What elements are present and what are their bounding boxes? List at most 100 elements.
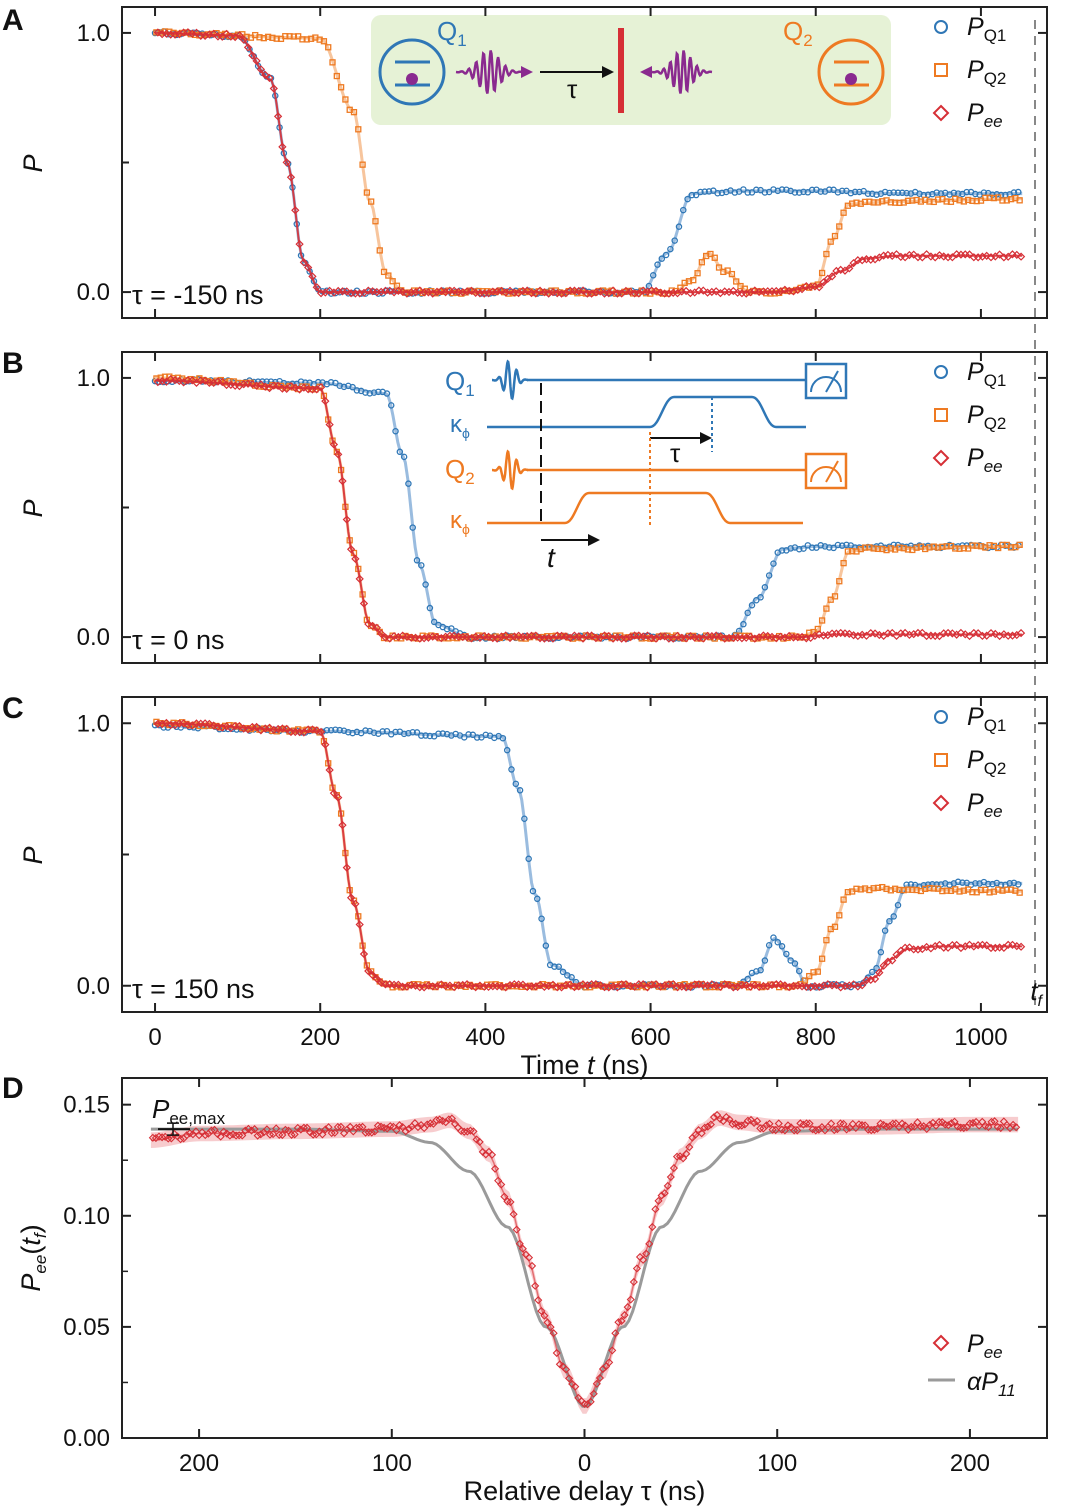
data-point bbox=[984, 880, 992, 888]
data-point bbox=[952, 545, 959, 552]
data-point bbox=[830, 1126, 839, 1135]
data-point bbox=[896, 544, 903, 551]
data-point bbox=[969, 889, 976, 896]
data-point bbox=[827, 238, 834, 245]
data-point bbox=[744, 609, 751, 617]
data-point bbox=[814, 625, 821, 633]
data-point bbox=[750, 634, 759, 643]
data-point bbox=[793, 285, 802, 295]
data-point bbox=[269, 1130, 278, 1139]
pq2-theory-line bbox=[155, 721, 1023, 988]
data-point bbox=[667, 245, 674, 253]
data-point bbox=[883, 546, 890, 554]
data-point bbox=[969, 942, 978, 951]
data-point bbox=[716, 632, 725, 641]
data-point bbox=[703, 981, 712, 990]
pee-max-label: Pee,max bbox=[152, 1094, 226, 1128]
data-point bbox=[705, 188, 713, 195]
data-point bbox=[733, 278, 740, 285]
data-point bbox=[377, 978, 386, 987]
data-point bbox=[325, 420, 334, 429]
data-point bbox=[952, 195, 959, 202]
kappa-q1-waveform bbox=[487, 395, 806, 429]
data-point bbox=[523, 286, 532, 295]
data-point bbox=[978, 252, 987, 261]
data-point bbox=[586, 1397, 595, 1406]
data-point bbox=[952, 940, 961, 950]
data-point bbox=[467, 286, 476, 295]
data-point bbox=[295, 240, 304, 249]
data-point bbox=[890, 913, 897, 920]
data-point bbox=[711, 254, 718, 261]
data-point bbox=[905, 943, 914, 952]
data-point bbox=[350, 108, 358, 116]
data-point bbox=[982, 251, 991, 260]
data-point bbox=[418, 562, 425, 569]
data-point bbox=[711, 287, 721, 296]
inset-b-kappa-q2-label: κϕ bbox=[450, 507, 470, 537]
data-point bbox=[900, 886, 907, 894]
data-point bbox=[552, 1348, 561, 1358]
data-point bbox=[887, 887, 894, 894]
data-point bbox=[475, 981, 485, 990]
data-point bbox=[151, 1133, 160, 1143]
data-point bbox=[870, 885, 877, 892]
data-point bbox=[621, 980, 631, 989]
data-point bbox=[654, 261, 661, 268]
legend-marker bbox=[934, 408, 948, 422]
data-point bbox=[770, 934, 777, 941]
panel-d-legend: Pee αP11 bbox=[928, 1330, 1016, 1400]
data-point bbox=[608, 982, 618, 991]
pee-markers bbox=[153, 28, 1026, 298]
data-point bbox=[232, 1131, 241, 1140]
data-point bbox=[218, 377, 227, 387]
data-point bbox=[887, 199, 894, 206]
legend-label: PQ2 bbox=[967, 746, 1006, 778]
data-point bbox=[265, 73, 274, 83]
data-point bbox=[778, 943, 786, 950]
data-point bbox=[312, 726, 321, 735]
pee-confidence-band bbox=[150, 1110, 1019, 1414]
data-point bbox=[345, 728, 352, 736]
q1-measure-icon bbox=[804, 362, 848, 400]
data-point bbox=[999, 541, 1006, 549]
data-point bbox=[542, 942, 550, 949]
pee-markers bbox=[153, 718, 1026, 992]
data-point bbox=[167, 1134, 176, 1143]
data-point bbox=[346, 1122, 355, 1131]
inset-a-tau-label: τ bbox=[567, 74, 578, 104]
data-point bbox=[913, 196, 920, 204]
data-point bbox=[960, 545, 967, 552]
data-point bbox=[342, 863, 351, 872]
data-point bbox=[845, 981, 854, 990]
data-point bbox=[209, 721, 218, 730]
data-point bbox=[435, 730, 442, 737]
data-point bbox=[275, 1130, 284, 1139]
data-point bbox=[307, 35, 315, 42]
data-point bbox=[866, 198, 873, 205]
data-point bbox=[432, 1115, 441, 1125]
legend-label: PQ2 bbox=[967, 56, 1006, 88]
data-point bbox=[879, 961, 888, 970]
data-point bbox=[757, 966, 764, 974]
data-point bbox=[164, 1134, 173, 1143]
data-point bbox=[874, 545, 882, 553]
data-point bbox=[353, 387, 361, 394]
data-point bbox=[269, 725, 278, 735]
data-point bbox=[570, 983, 579, 992]
data-point bbox=[252, 56, 261, 66]
data-point bbox=[596, 981, 605, 990]
data-point bbox=[423, 1120, 432, 1129]
data-point bbox=[518, 980, 528, 989]
data-point bbox=[392, 427, 399, 435]
legend-marker bbox=[934, 20, 948, 34]
data-point bbox=[290, 1130, 299, 1139]
data-point bbox=[849, 548, 856, 555]
data-point bbox=[503, 746, 511, 754]
data-point bbox=[851, 188, 859, 196]
data-point bbox=[767, 980, 777, 990]
data-point bbox=[890, 189, 897, 196]
data-point bbox=[239, 35, 248, 44]
data-point bbox=[534, 1296, 543, 1305]
data-point bbox=[316, 36, 323, 43]
